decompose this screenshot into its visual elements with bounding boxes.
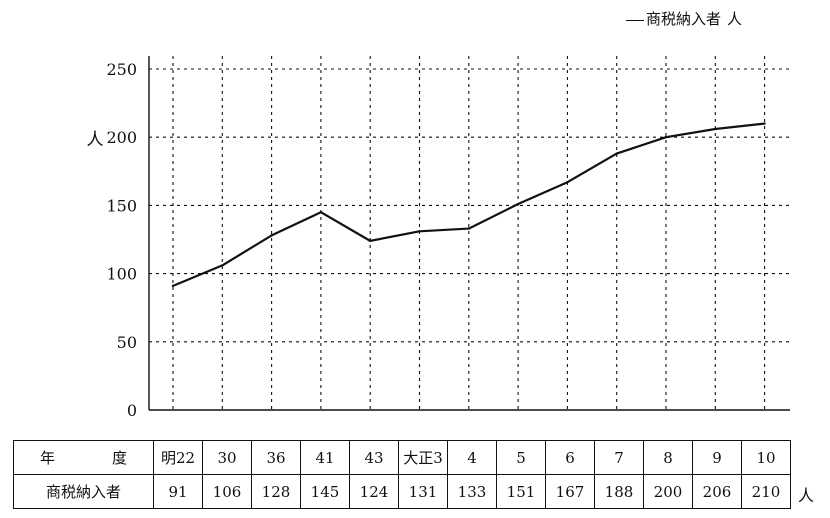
year-row-header: 年 度 xyxy=(13,440,154,475)
data-point xyxy=(319,211,323,214)
y-tick-label: 200 xyxy=(106,128,137,147)
value-cell: 145 xyxy=(300,474,350,509)
data-point xyxy=(714,127,717,131)
legend-line-swatch xyxy=(626,19,644,21)
year-cell: 4 xyxy=(447,440,497,475)
legend-unit: 人 xyxy=(727,10,743,28)
y-tick-label: 250 xyxy=(106,60,137,79)
value-cell: 131 xyxy=(398,474,448,509)
year-cell: 7 xyxy=(594,440,644,475)
value-cell: 210 xyxy=(741,474,791,509)
y-tick-label: 0 xyxy=(127,401,137,420)
year-header-left: 年 xyxy=(40,449,56,467)
value-cell: 106 xyxy=(202,474,252,509)
value-cell: 151 xyxy=(496,474,546,509)
year-cell: 大正3 xyxy=(398,440,448,475)
y-tick-label: 150 xyxy=(106,196,137,215)
y-tick-label: 50 xyxy=(117,333,137,352)
legend: 商税納入者人 xyxy=(626,8,742,29)
value-row-header: 商税納入者 xyxy=(13,474,154,509)
data-table: 年 度 明22 30 36 41 43 大正3 4 5 6 7 8 9 10 商… xyxy=(13,440,791,509)
year-cell: 6 xyxy=(545,440,595,475)
value-cell: 188 xyxy=(594,474,644,509)
year-cell: 8 xyxy=(643,440,693,475)
year-cell: 36 xyxy=(251,440,301,475)
data-point xyxy=(615,152,618,155)
y-tick-label: 100 xyxy=(106,265,137,284)
value-cell: 133 xyxy=(447,474,497,509)
data-point xyxy=(516,202,520,206)
value-cell: 128 xyxy=(251,474,301,509)
year-cell: 明22 xyxy=(153,440,203,475)
data-point xyxy=(418,230,421,233)
year-row: 年 度 明22 30 36 41 43 大正3 4 5 6 7 8 9 10 xyxy=(13,440,791,475)
value-cell: 167 xyxy=(545,474,595,509)
data-point xyxy=(467,227,470,230)
table-unit: 人 xyxy=(798,486,815,505)
data-point xyxy=(221,264,224,267)
data-point xyxy=(369,239,372,243)
year-cell: 9 xyxy=(692,440,742,475)
data-point xyxy=(566,181,569,184)
value-cell: 124 xyxy=(349,474,399,509)
year-cell: 41 xyxy=(300,440,350,475)
value-row: 商税納入者 91 106 128 145 124 131 133 151 167… xyxy=(13,474,791,509)
data-point xyxy=(664,136,668,139)
data-point xyxy=(763,122,766,125)
data-point xyxy=(270,234,273,237)
legend-label: 商税納入者 xyxy=(646,10,722,28)
year-cell: 43 xyxy=(349,440,399,475)
year-cell: 30 xyxy=(202,440,252,475)
value-cell: 206 xyxy=(692,474,742,509)
value-cell: 200 xyxy=(643,474,693,509)
year-cell: 10 xyxy=(741,440,791,475)
year-header-right: 度 xyxy=(111,449,127,467)
value-cell: 91 xyxy=(153,474,203,509)
line-chart: 0 50 100 150 200 250 人 xyxy=(87,56,790,420)
y-axis-label: 人 xyxy=(87,130,104,150)
data-point xyxy=(171,284,175,288)
year-cell: 5 xyxy=(496,440,546,475)
